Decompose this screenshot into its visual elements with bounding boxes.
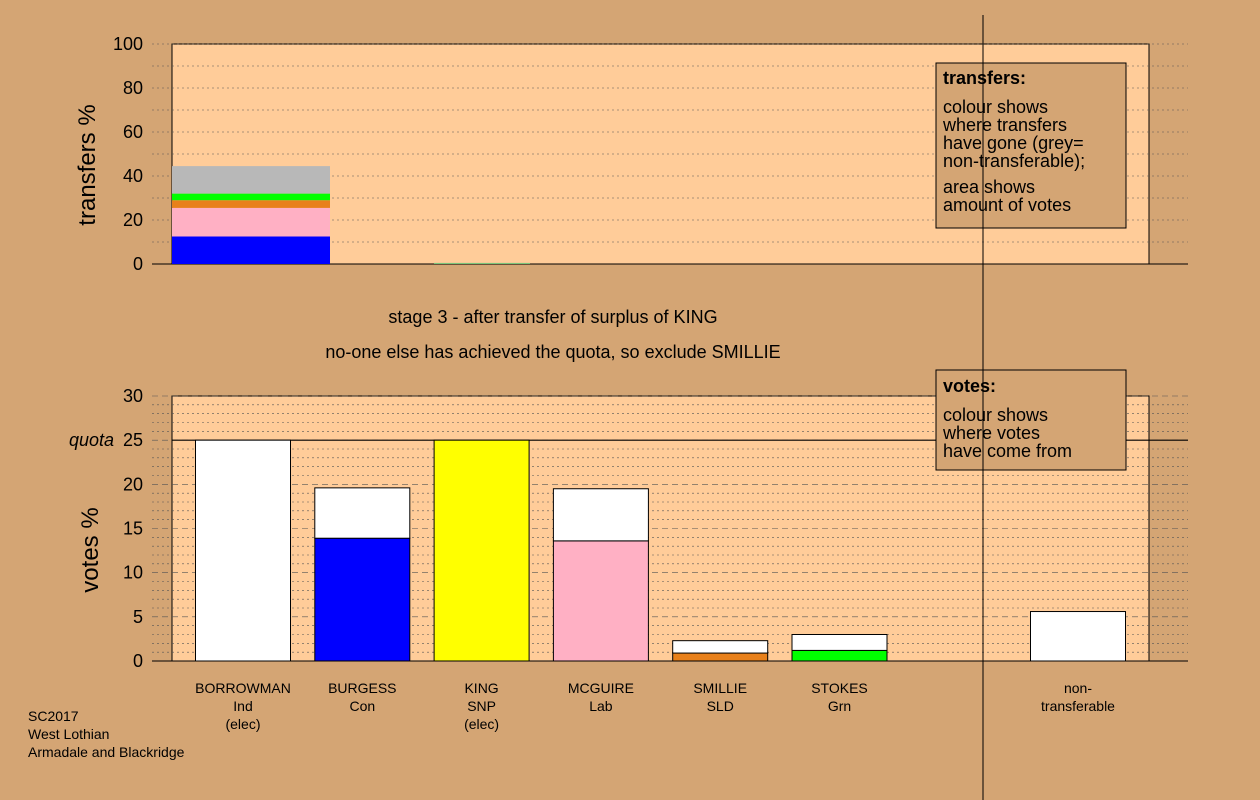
candidate-party: Grn xyxy=(828,698,851,714)
stage-action: no-one else has achieved the quota, so e… xyxy=(325,342,780,362)
votes-legend-line: have come from xyxy=(943,441,1072,461)
votes-legend-line: where votes xyxy=(942,423,1040,443)
candidate-labels: BORROWMAN Ind (elec) BURGESS Con KING SNP (elec… xyxy=(195,680,1115,732)
transfers-legend-line: have gone (grey= xyxy=(943,133,1084,153)
candidate-party: SNP xyxy=(467,698,496,714)
candidate-status: (elec) xyxy=(464,716,499,732)
transfers-y-tick-label: 20 xyxy=(123,210,143,230)
candidate-status: (elec) xyxy=(225,716,260,732)
transfers-legend-line: where transfers xyxy=(942,115,1067,135)
transfers-y-tick-label: 0 xyxy=(133,254,143,274)
vote-segment xyxy=(791,634,888,651)
footer-info: SC2017 West Lothian Armadale and Blackridg… xyxy=(28,708,185,760)
votes-legend-title: votes: xyxy=(943,376,996,396)
footer-line: West Lothian xyxy=(28,726,109,742)
transfers-y-tick-label: 100 xyxy=(113,34,143,54)
transfers-legend-line: area shows xyxy=(943,177,1035,197)
candidate-name: BORROWMAN xyxy=(195,680,291,696)
nontransferable-label: transferable xyxy=(1041,698,1115,714)
transfer-segment xyxy=(172,236,330,264)
vote-segment xyxy=(433,439,530,662)
votes-y-ticks: 0 5 10 15 20 25 30 xyxy=(123,386,143,671)
vote-segment xyxy=(552,540,649,662)
transfers-y-tick-label: 40 xyxy=(123,166,143,186)
transfers-panel: 0 20 40 60 80 100 transfers % transfers: colo… xyxy=(74,34,1188,274)
votes-panel: 0 5 10 15 20 25 30 quota BORROWMAN Ind (elec) BUR… xyxy=(69,369,1188,732)
candidate-party: SLD xyxy=(707,698,734,714)
candidate-party: Ind xyxy=(233,698,252,714)
vote-segment xyxy=(195,439,291,662)
transfers-bars xyxy=(172,166,530,264)
votes-bars xyxy=(195,439,1126,662)
transfers-legend-box xyxy=(935,62,1127,229)
votes-y-tick-label: 30 xyxy=(123,386,143,406)
candidate-name: BURGESS xyxy=(328,680,396,696)
transfers-legend-title: transfers: xyxy=(943,68,1026,88)
votes-legend-box xyxy=(935,369,1127,471)
votes-y-label: votes % xyxy=(77,507,104,592)
nontransferable-label: non- xyxy=(1064,680,1092,696)
quota-label: quota xyxy=(69,430,114,450)
transfers-y-tick-label: 80 xyxy=(123,78,143,98)
candidate-party: Lab xyxy=(589,698,613,714)
vote-segment xyxy=(672,652,769,662)
vote-segment xyxy=(552,488,649,542)
votes-y-tick-label: 5 xyxy=(133,607,143,627)
footer-line: Armadale and Blackridge xyxy=(28,744,185,760)
votes-y-tick-label: 20 xyxy=(123,474,143,494)
nontransferable-bar xyxy=(1030,611,1126,662)
transfers-legend-line: non-transferable); xyxy=(943,151,1085,171)
votes-y-tick-label: 10 xyxy=(123,563,143,583)
candidate-name: KING xyxy=(464,680,498,696)
candidate-party: Con xyxy=(349,698,375,714)
transfer-segment xyxy=(172,166,330,194)
candidate-name: MCGUIRE xyxy=(568,680,634,696)
transfer-segment xyxy=(172,200,330,208)
votes-legend-line: colour shows xyxy=(943,405,1048,425)
votes-y-tick-label: 15 xyxy=(123,519,143,539)
vote-segment xyxy=(672,640,769,654)
vote-segment xyxy=(314,537,411,662)
transfers-y-ticks: 0 20 40 60 80 100 xyxy=(113,34,143,274)
candidate-name: SMILLIE xyxy=(693,680,747,696)
candidate-name: STOKES xyxy=(811,680,868,696)
transfer-segment xyxy=(172,193,330,201)
transfers-y-label: transfers % xyxy=(74,104,101,225)
transfers-legend-line: amount of votes xyxy=(943,195,1071,215)
vote-segment xyxy=(791,649,888,662)
votes-y-tick-label: 0 xyxy=(133,651,143,671)
footer-line: SC2017 xyxy=(28,708,79,724)
vote-segment xyxy=(314,487,411,539)
transfer-residual xyxy=(434,262,530,264)
votes-y-tick-label: 25 xyxy=(123,430,143,450)
transfer-segment xyxy=(172,207,330,237)
transfers-legend-line: colour shows xyxy=(943,97,1048,117)
stage-description: stage 3 - after transfer of surplus of K… xyxy=(388,307,717,327)
transfers-y-tick-label: 60 xyxy=(123,122,143,142)
